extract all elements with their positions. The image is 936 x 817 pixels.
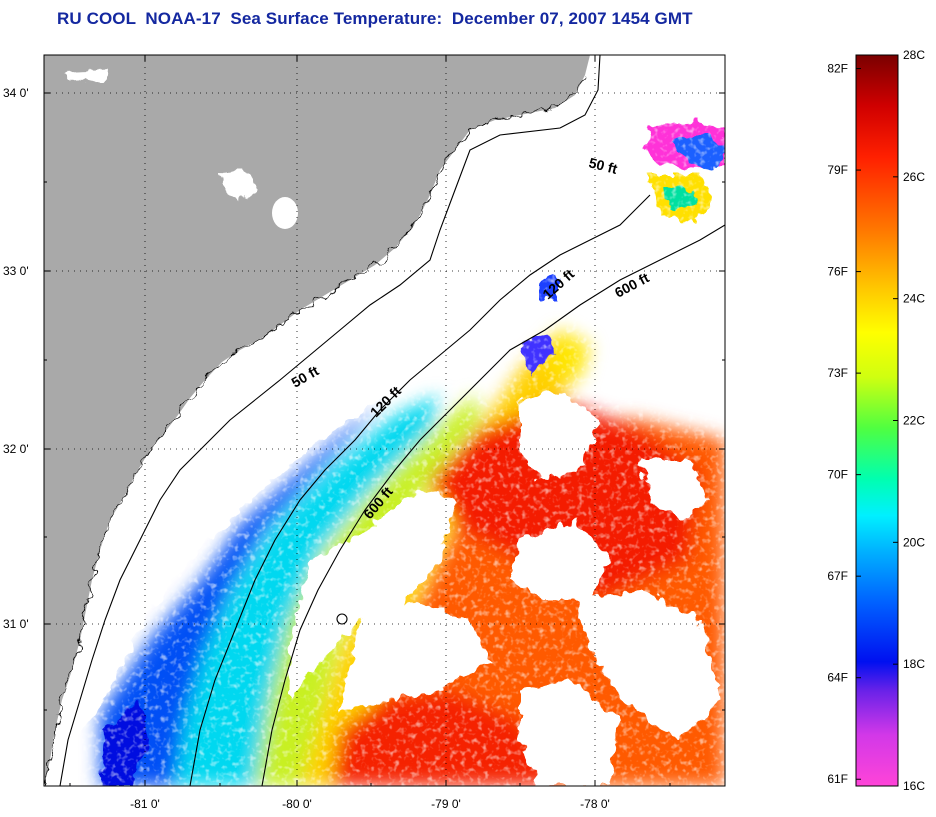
colorbar-f-label: 61F xyxy=(827,772,848,786)
colorbar-f-label: 73F xyxy=(827,366,848,380)
lake-marion xyxy=(272,197,298,229)
y-tick-label: 32 0' xyxy=(3,442,29,456)
colorbar-c-label: 18C xyxy=(903,657,925,671)
colorbar-f-label: 79F xyxy=(827,163,848,177)
contour-600ft-line xyxy=(261,224,725,786)
y-axis-labels: 34 0' 33 0' 32 0' 31 0' xyxy=(3,86,29,631)
colorbar-c-label: 26C xyxy=(903,170,925,184)
contour-50ft-line xyxy=(59,55,601,786)
colorbar-c-label: 20C xyxy=(903,535,925,549)
colorbar-f-label: 76F xyxy=(827,265,848,279)
lake-upstate xyxy=(65,68,110,82)
bathymetry-contours xyxy=(59,55,725,786)
contour-600ft-seamount xyxy=(336,613,348,625)
map-frame xyxy=(43,54,726,787)
land-mass xyxy=(44,55,590,786)
colorbar-f-label: 82F xyxy=(827,62,848,76)
colorbar-gradient xyxy=(855,54,899,787)
map-area: 50 ft 50 ft 120 ft 120 ft 600 ft 600 ft xyxy=(44,55,725,786)
coastline xyxy=(44,74,586,786)
colorbar-c-label: 22C xyxy=(903,414,925,428)
map-title: RU COOL NOAA-17 Sea Surface Temperature:… xyxy=(57,9,693,28)
y-tick-label: 31 0' xyxy=(3,617,29,631)
colorbar-c-label: 28C xyxy=(903,48,925,62)
colorbar-f-label: 70F xyxy=(827,468,848,482)
temperature-colorbar: 82F 79F 76F 73F 70F 67F 64F 61F 28C 26C … xyxy=(827,48,925,793)
contour-50ft-north: 50 ft xyxy=(587,154,619,177)
colorbar-f-label: 67F xyxy=(827,569,848,583)
colorbar-c-label: 24C xyxy=(903,292,925,306)
axis-ticks xyxy=(44,55,725,786)
x-tick-label: -80 0' xyxy=(282,797,312,811)
colorbar-c-label: 16C xyxy=(903,779,925,793)
x-tick-label: -81 0' xyxy=(130,797,160,811)
colorbar-f-label: 64F xyxy=(827,671,848,685)
y-tick-label: 33 0' xyxy=(3,264,29,278)
lake-moultrie xyxy=(220,170,258,200)
x-tick-label: -79 0' xyxy=(431,797,461,811)
x-tick-label: -78 0' xyxy=(580,797,610,811)
y-tick-label: 34 0' xyxy=(3,86,29,100)
x-axis-labels: -81 0' -80 0' -79 0' -78 0' xyxy=(130,797,610,811)
contour-120ft-line xyxy=(189,194,651,786)
